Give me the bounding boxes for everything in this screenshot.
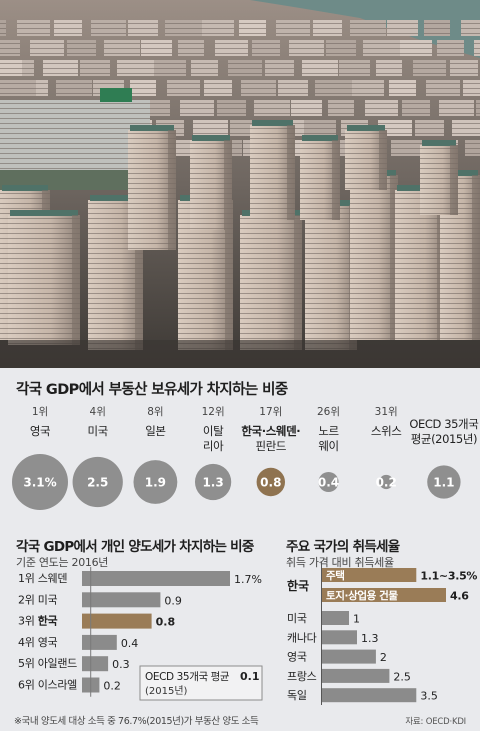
bubble-label: 한국·스웨덴· (241, 424, 300, 438)
bubble-label: 웨이 (318, 439, 338, 453)
bar-row-3: 4위 영국 0.4 (18, 634, 139, 650)
bubble-rank: 17위 (259, 405, 282, 418)
bubble (256, 467, 286, 497)
apartment-aerial-photo (0, 0, 480, 368)
bubble-rank: 26위 (317, 405, 340, 418)
oecd-reference-period: (2015년) (145, 685, 188, 697)
footnote: ※국내 양도세 대상 소득 중 76.7%(2015년)가 부동산 양도 소득 (14, 716, 259, 727)
chart2-subtitle: 기준 연도는 2016년 (16, 556, 109, 569)
bar-category: 2위 미국 (18, 593, 58, 606)
bar-row-2: 3위 한국 0.8 (18, 613, 176, 629)
bar (82, 571, 230, 586)
bar-value: 0.8 (156, 616, 176, 629)
bubble (379, 474, 394, 490)
source-note: 자료: OECD·KDI (405, 717, 466, 727)
bubble-value: 3.1% (23, 476, 56, 490)
bubble-value: 1.3 (202, 476, 223, 490)
chart1-title: 각국 GDP에서 부동산 보유세가 차지하는 비중 (16, 382, 288, 398)
bubble-label: OECD 35개국 (409, 417, 478, 431)
chart3-subtitle: 취득 가격 대비 취득세율 (286, 556, 394, 569)
bar-row-0: 1위 스웨덴 1.7% (18, 571, 262, 586)
bar-value: 0.2 (103, 680, 121, 693)
oecd-reference-label: OECD 35개국 평균 (145, 671, 230, 683)
bubble-label: 일본 (145, 424, 165, 438)
bubble (12, 454, 68, 510)
bar-category: 5위 아일랜드 (18, 656, 77, 670)
bubble-value: 0.2 (376, 476, 397, 490)
bubble-value: 0.8 (260, 476, 281, 490)
bubble (427, 465, 461, 499)
bubble-rank: 12위 (202, 405, 225, 418)
bubble (194, 463, 232, 501)
bar-category: 1위 스웨덴 (18, 572, 67, 585)
bubble-label: 스위스 (371, 424, 402, 438)
bar-category: 4위 영국 (18, 636, 58, 649)
bubble-rank: 1위 (32, 405, 48, 418)
bar-value: 1.7% (234, 573, 262, 586)
bubble-value: 1.9 (145, 476, 166, 490)
bar (82, 656, 109, 672)
bubble-value: 2.5 (87, 476, 108, 490)
chart3-title: 주요 국가의 취득세율 (286, 539, 400, 555)
bar-row-5: 6위 이스라엘 0.2 (18, 677, 121, 693)
bar-value: 0.4 (121, 637, 139, 650)
bubble-label: 미국 (88, 424, 108, 438)
bar-row-1: 2위 미국 0.9 (18, 592, 182, 608)
oecd-reference-box: OECD 35개국 평균 0.1 (2015년) (139, 665, 263, 701)
bubble-value: 1.1 (433, 476, 454, 490)
bubble-label: 핀란드 (256, 439, 287, 453)
bar-value: 0.3 (112, 658, 130, 671)
bubble-value: 0.4 (318, 476, 339, 490)
bubble (72, 456, 123, 508)
bubble (133, 460, 178, 504)
oecd-reference-value: 0.1 (240, 670, 260, 683)
bar (82, 613, 152, 629)
bubble-label: 리아 (203, 439, 224, 453)
bubble-label: 평균(2015년) (411, 432, 477, 446)
bubble (318, 471, 339, 493)
bar-value: 0.9 (164, 594, 182, 607)
bar-category: 3위 한국 (18, 614, 58, 628)
bubble-label: 영국 (30, 424, 50, 438)
bubble-rank: 4위 (90, 405, 106, 418)
bubble-rank: 8위 (147, 405, 163, 418)
bar (82, 634, 117, 650)
capital-gains-tax-bar-chart: 1위 스웨덴 1.7% 2위 미국 0.9 3위 한국 0.8 4위 영국 0.4 5위 아일랜… (18, 567, 263, 701)
bar (82, 592, 161, 608)
chart2-title: 각국 GDP에서 개인 양도세가 차지하는 비중 (16, 539, 254, 555)
bar-row-4: 5위 아일랜드 0.3 (18, 656, 130, 672)
bubble-label: 노르 (318, 424, 338, 438)
bubble-rank: 31위 (375, 405, 398, 418)
bar-category: 6위 이스라엘 (18, 679, 77, 692)
bubble-label: 이탈 (203, 424, 224, 438)
